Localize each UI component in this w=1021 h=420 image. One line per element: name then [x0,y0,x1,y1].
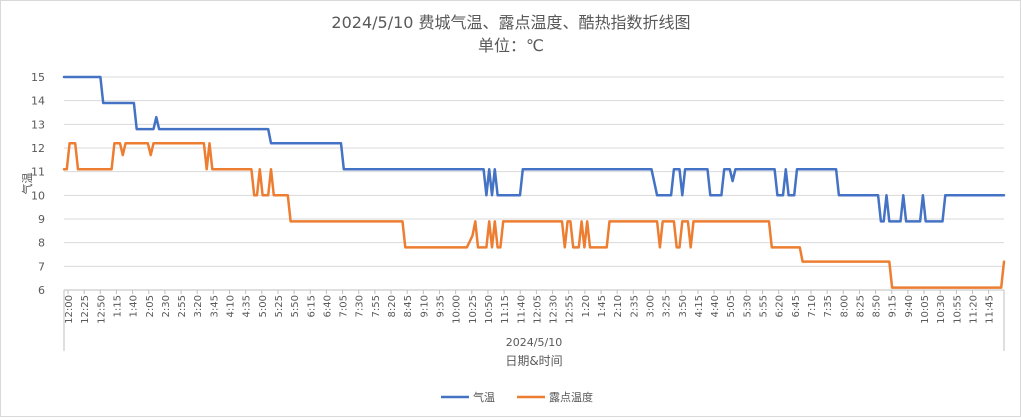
y-tick-label: 6 [38,284,45,297]
y-tick-label: 8 [38,237,45,250]
x-tick-label: 1:20 [581,295,592,317]
chart-subtitle: 单位：℃ [478,36,544,55]
series-line-dewpoint [62,142,1006,289]
x-tick-label: 2:05 [145,295,156,317]
x-tick-label: 2:35 [629,295,640,317]
x-tick-label: 8:20 [387,295,398,317]
y-tick-label: 9 [38,213,45,226]
x-tick-label: 12:50 [96,295,107,324]
x-tick-label: 6:45 [791,295,802,317]
y-tick-label: 10 [31,189,45,202]
x-tick-label: 7:30 [355,295,366,317]
x-tick-label: 11:40 [516,295,527,324]
series-lines [62,75,1006,289]
x-tick-label: 5:30 [742,295,753,317]
x-tick-label: 5:55 [759,295,770,317]
x-tick-label: 8:25 [855,295,866,317]
x-tick-label: 6:15 [306,295,317,317]
x-tick-label: 5:00 [258,295,269,317]
x-tick-label: 4:40 [710,295,721,317]
y-tick-label: 12 [31,142,45,155]
x-tick-label: 2:55 [177,295,188,317]
x-tick-label: 4:15 [694,295,705,317]
x-tick-label: 1:45 [597,295,608,317]
legend: 气温 露点温度 [441,390,593,404]
x-tick-label: 10:05 [920,295,931,324]
x-tick-label: 5:05 [726,295,737,317]
x-tick-label: 11:20 [969,295,980,324]
x-axis: 12:00 12:25 12:50 1:15 1:40 2:05 2:30 2:55 3:20 3… [63,289,1005,351]
x-tick-label: 6:20 [775,295,786,317]
y-axis-ticks: 6 7 8 9 10 11 12 13 14 15 [31,71,45,297]
x-tick-label: 6:40 [322,295,333,317]
y-tick-label: 7 [38,260,45,273]
x-axis-label: 日期&时间 [505,354,562,368]
x-tick-label: 7:10 [807,295,818,317]
x-tick-label: 8:00 [839,295,850,317]
x-tick-label: 11:15 [500,295,511,324]
x-tick-label: 4:35 [242,295,253,317]
x-tick-label: 1:15 [112,295,123,317]
x-tick-label: 7:35 [823,295,834,317]
x-tick-label: 2:30 [161,295,172,317]
x-tick-label: 12:25 [80,295,91,324]
x-tick-label: 5:50 [290,295,301,317]
x-tick-label: 3:00 [645,295,656,317]
x-tick-label: 3:50 [678,295,689,317]
x-tick-label: 2:10 [613,295,624,317]
x-tick-label: 11:45 [985,295,996,324]
x-tick-label: 3:25 [662,295,673,317]
x-tick-label: 12:55 [565,295,576,324]
y-tick-label: 14 [31,95,45,108]
x-tick-label: 10:50 [484,295,495,324]
x-tick-label: 4:10 [226,295,237,317]
chart-title: 2024/5/10 费城气温、露点温度、酷热指数折线图 [331,13,690,32]
x-axis-date-label: 2024/5/10 [506,336,562,349]
x-tick-label: 5:25 [274,295,285,317]
x-tick-label: 10:30 [936,295,947,324]
y-tick-label: 15 [31,71,45,84]
x-tick-label: 9:10 [419,295,430,317]
x-tick-label: 3:45 [209,295,220,317]
legend-label: 露点温度 [549,390,593,404]
series-line-temperature [62,75,1006,223]
x-tick-label: 12:05 [532,295,543,324]
x-tick-label: 3:20 [193,295,204,317]
x-tick-label: 9:40 [904,295,915,317]
x-tick-label: 10:55 [952,295,963,324]
x-tick-label: 10:00 [452,295,463,324]
y-tick-label: 11 [31,166,45,179]
x-tick-label: 9:15 [888,295,899,317]
legend-label: 气温 [473,390,495,404]
x-tick-label: 8:50 [872,295,883,317]
y-tick-label: 13 [31,118,45,131]
gridlines [64,76,1004,291]
x-tick-label: 8:45 [403,295,414,317]
x-tick-label: 10:25 [468,295,479,324]
x-tick-label: 9:35 [435,295,446,317]
y-axis-label: 气温 [20,173,34,195]
x-tick-label: 12:00 [64,295,75,324]
x-tick-label: 1:40 [129,295,140,317]
x-tick-label: 7:05 [339,295,350,317]
x-tick-label: 12:30 [549,295,560,324]
x-tick-label: 7:55 [371,295,382,317]
